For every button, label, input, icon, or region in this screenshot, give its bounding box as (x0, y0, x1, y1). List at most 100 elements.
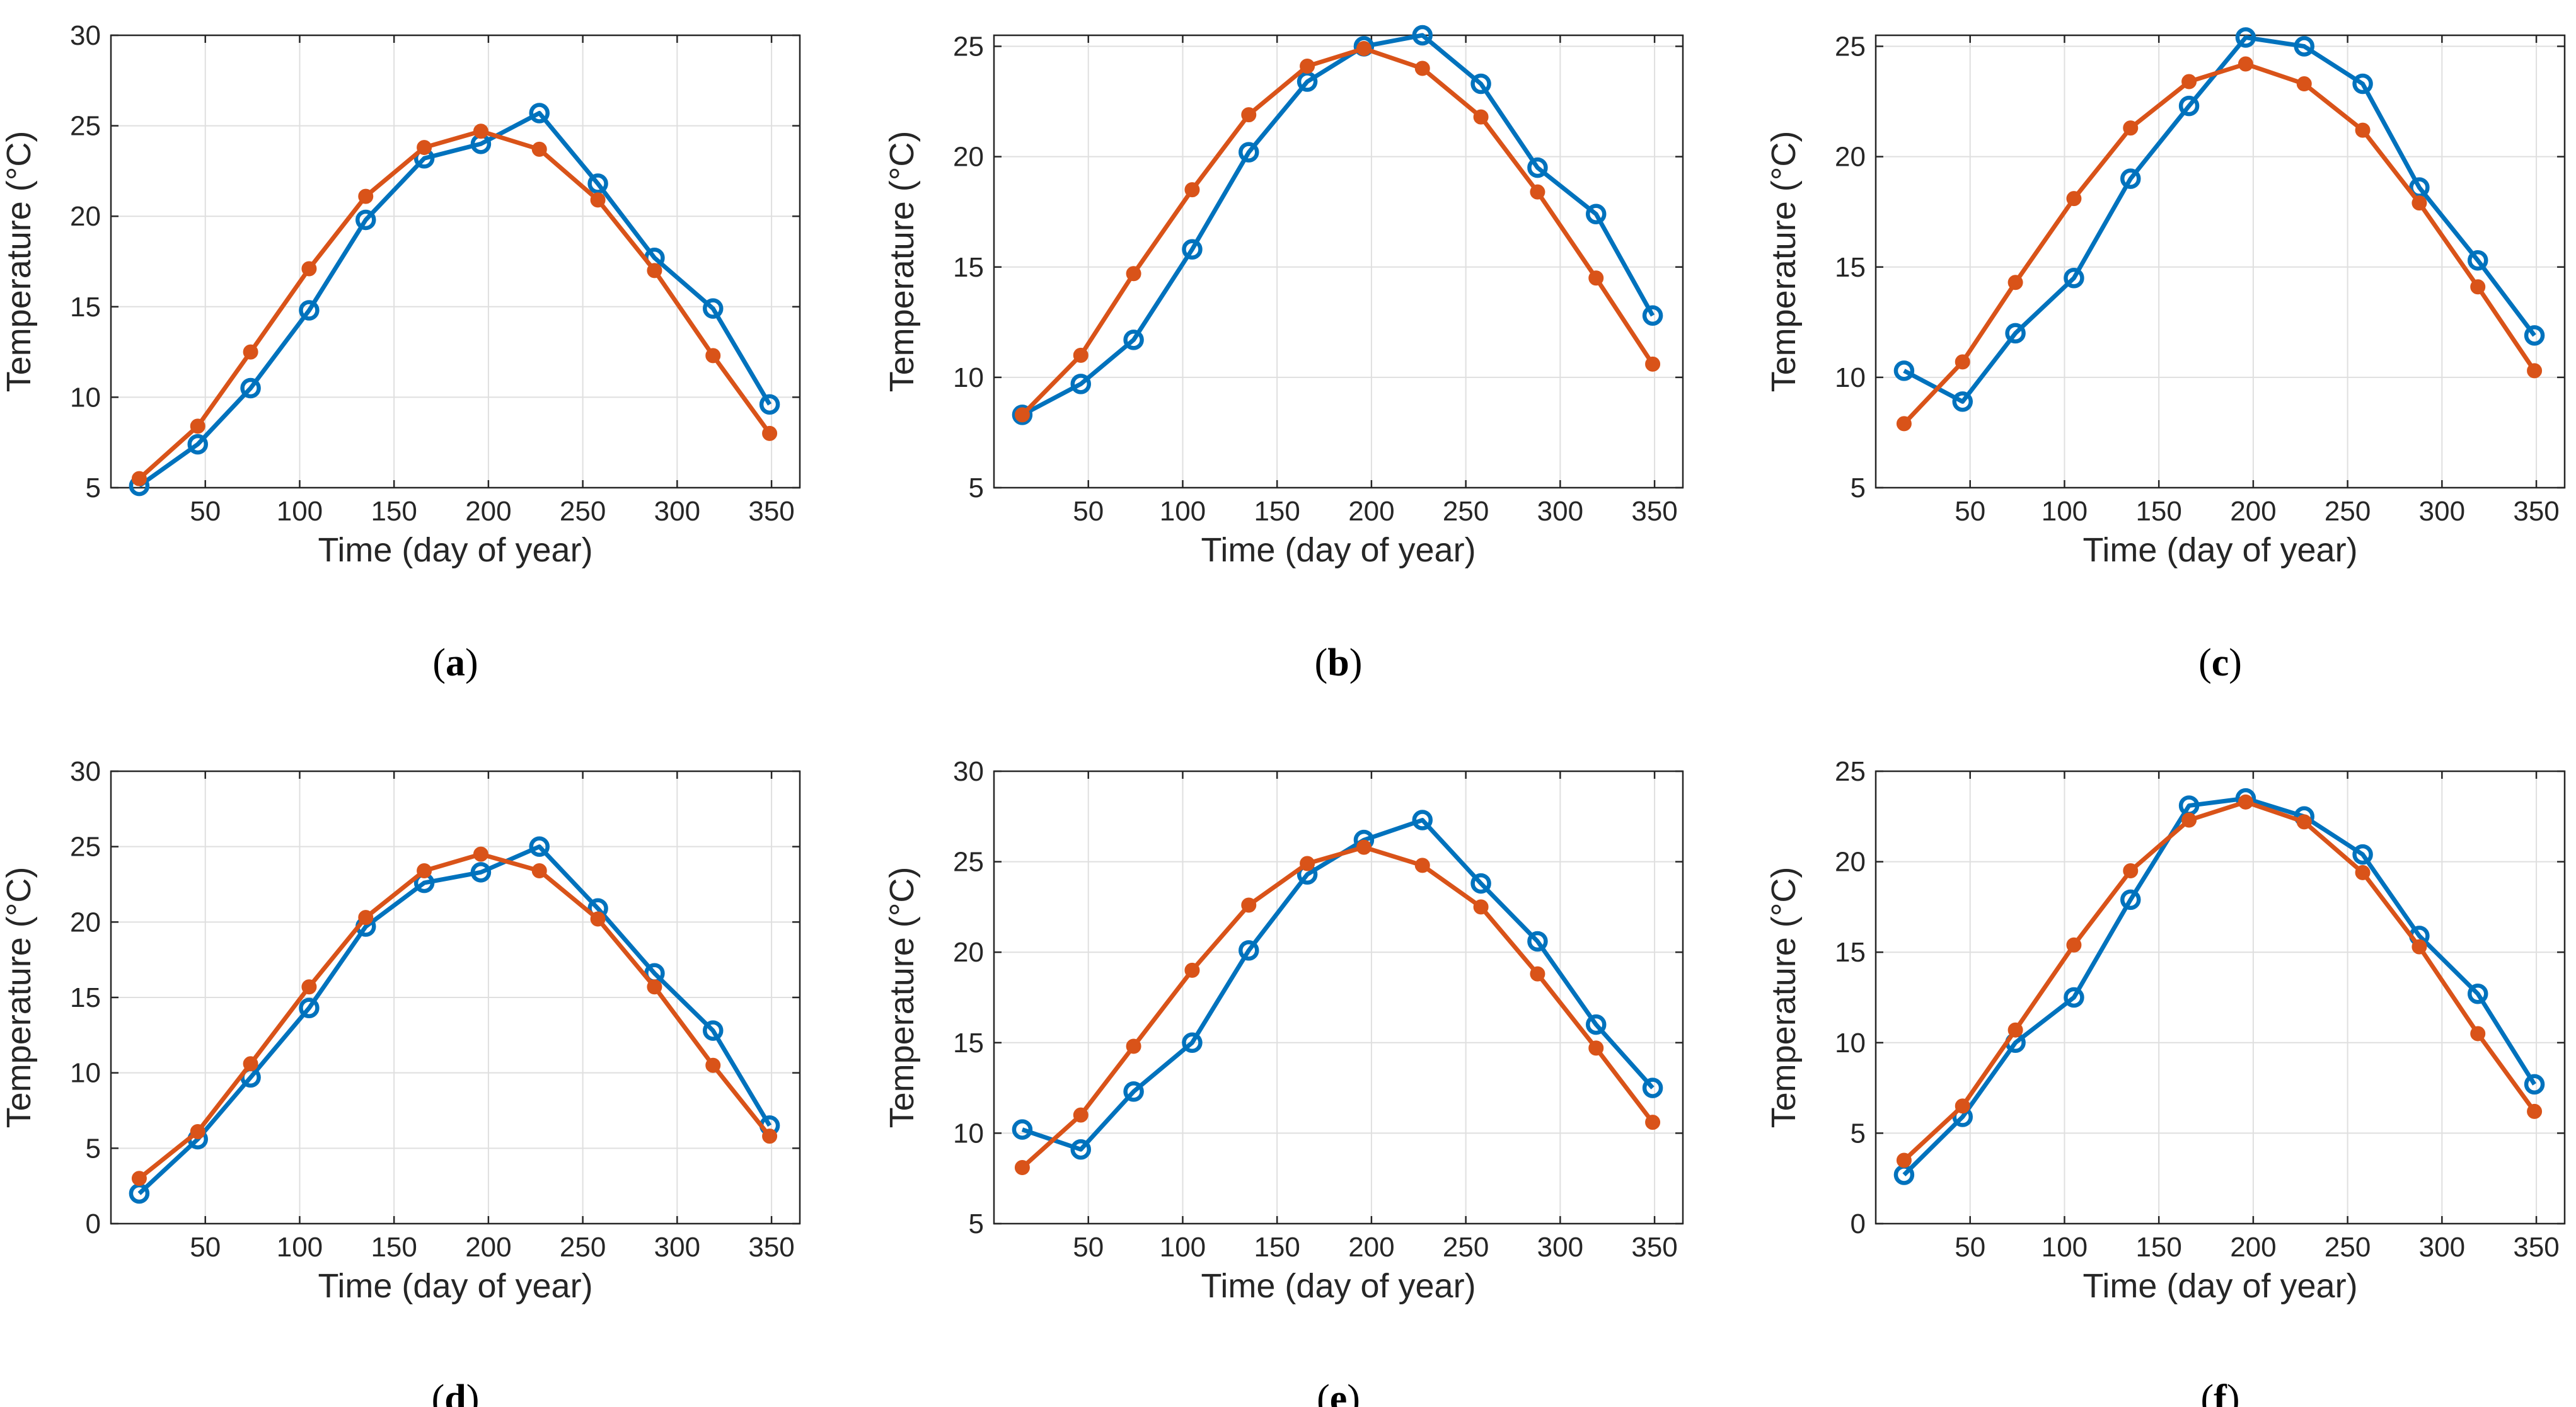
data-point-series-1 (587, 173, 608, 194)
axes-box (1874, 770, 2566, 1225)
panel-label: (a) (432, 641, 478, 684)
data-point-series-1 (1182, 1032, 1203, 1054)
data-point-series-2 (590, 911, 606, 927)
x-tick-label: 200 (465, 1232, 511, 1263)
data-point-series-2 (1126, 1038, 1141, 1054)
data-point-series-1 (1412, 810, 1433, 830)
data-point-series-1 (1952, 391, 1973, 412)
data-point-series-2 (1184, 182, 1200, 198)
x-tick-label: 150 (371, 1232, 417, 1263)
data-point-series-2 (1356, 839, 1372, 855)
data-point-series-2 (243, 344, 258, 360)
y-tick-label: 20 (953, 937, 984, 968)
data-point-series-2 (762, 425, 778, 441)
data-point-series-1 (1182, 239, 1203, 260)
x-tick-label: 50 (1073, 1232, 1104, 1263)
y-tick-label: 30 (953, 756, 984, 787)
data-point-series-1 (2294, 36, 2315, 57)
panel-label-open: ( (1315, 641, 1328, 684)
y-tick-label: 30 (70, 756, 101, 787)
y-axis-label: Temperature (°C) (1765, 867, 1803, 1128)
x-tick-label: 200 (465, 496, 511, 527)
y-axis-label: Temperature (°C) (883, 131, 921, 393)
data-point-series-1 (529, 103, 550, 123)
panel-label-letter: c (2212, 641, 2229, 684)
panel-label-letter: d (444, 1377, 466, 1407)
y-tick-label: 15 (1835, 252, 1866, 283)
data-point-series-2 (1473, 109, 1489, 125)
series-line-2 (1020, 845, 1655, 1169)
data-point-series-2 (358, 188, 374, 204)
data-point-series-1 (2120, 168, 2141, 189)
panel-label: (d) (432, 1377, 480, 1407)
x-tick-label: 250 (1443, 496, 1489, 527)
axes-box (110, 34, 801, 489)
data-point-series-2 (1896, 1152, 1912, 1168)
y-tick-label: 5 (86, 473, 101, 503)
y-tick-label: 25 (70, 111, 101, 142)
panel-a: 50 100 150 200 250 300 350 5 10 15 20 25 30 Time (day… (0, 20, 801, 684)
x-tick-label: 250 (560, 496, 606, 527)
data-point-series-1 (1527, 931, 1548, 952)
x-tick-label: 250 (560, 1232, 606, 1263)
panel-label: (c) (2198, 641, 2242, 684)
data-point-series-2 (473, 846, 488, 862)
data-point-series-1 (1412, 25, 1433, 46)
x-tick-label: 250 (2325, 496, 2371, 527)
x-tick-label: 300 (654, 496, 700, 527)
data-point-series-2 (243, 1056, 258, 1072)
x-tick-label: 350 (2513, 496, 2559, 527)
data-point-series-2 (2527, 1103, 2543, 1119)
x-tick-label: 100 (2042, 496, 2088, 527)
series-line-1 (137, 844, 772, 1195)
x-tick-label: 100 (1160, 496, 1206, 527)
data-point-series-1 (1893, 360, 1915, 381)
data-point-series-1 (1527, 157, 1548, 178)
panel-label-close: ) (1349, 641, 1363, 684)
panel-e: 50 100 150 200 250 300 350 5 10 15 20 25 30 Time (day… (883, 756, 1684, 1407)
data-point-series-2 (1588, 1040, 1604, 1056)
x-tick-label: 300 (1537, 1232, 1583, 1263)
data-point-series-1 (1470, 873, 1491, 894)
plot-area (1876, 35, 2565, 488)
series-line-2 (1902, 800, 2536, 1163)
x-tick-label: 150 (1254, 496, 1300, 527)
panel-label-close: ) (1347, 1377, 1360, 1407)
data-point-series-2 (705, 348, 721, 364)
panel-label-open: ( (432, 641, 446, 684)
x-tick-label: 350 (748, 496, 794, 527)
panel-label: (f) (2201, 1377, 2240, 1407)
data-point-series-2 (2007, 1022, 2023, 1038)
data-point-series-2 (1645, 356, 1661, 372)
y-tick-label: 20 (1835, 847, 1866, 878)
data-point-series-1 (703, 298, 724, 319)
data-point-series-1 (2524, 325, 2545, 346)
data-point-series-2 (358, 910, 374, 926)
panel-label: (e) (1317, 1377, 1360, 1407)
data-point-series-1 (1070, 1139, 1091, 1160)
y-tick-label: 0 (1851, 1209, 1866, 1239)
series-line-2 (137, 129, 771, 481)
data-point-series-2 (473, 123, 488, 139)
data-point-series-2 (190, 418, 205, 434)
panel-c: 50 100 150 200 250 300 350 5 10 15 20 25 Time (day o… (1765, 27, 2566, 684)
data-point-series-1 (2468, 250, 2488, 271)
data-point-series-1 (1239, 940, 1259, 961)
data-point-series-1 (1123, 330, 1144, 350)
plot-area (1876, 771, 2565, 1224)
data-point-series-2 (1645, 1115, 1661, 1130)
y-tick-label: 20 (1835, 142, 1866, 173)
data-point-series-1 (355, 209, 376, 231)
y-tick-label: 0 (86, 1209, 101, 1239)
data-point-series-2 (1073, 347, 1089, 363)
data-point-series-1 (1123, 1081, 1144, 1102)
y-tick-label: 15 (70, 292, 101, 323)
data-point-series-2 (2527, 363, 2543, 379)
data-point-series-2 (1588, 270, 1604, 286)
data-point-series-2 (531, 141, 547, 157)
data-point-series-1 (1470, 73, 1491, 95)
panel-b: 50 100 150 200 250 300 350 5 10 15 20 25 Time (day o… (883, 25, 1684, 684)
x-tick-label: 300 (654, 1232, 700, 1263)
panel-label-open: ( (432, 1377, 445, 1407)
data-point-series-2 (301, 979, 317, 995)
